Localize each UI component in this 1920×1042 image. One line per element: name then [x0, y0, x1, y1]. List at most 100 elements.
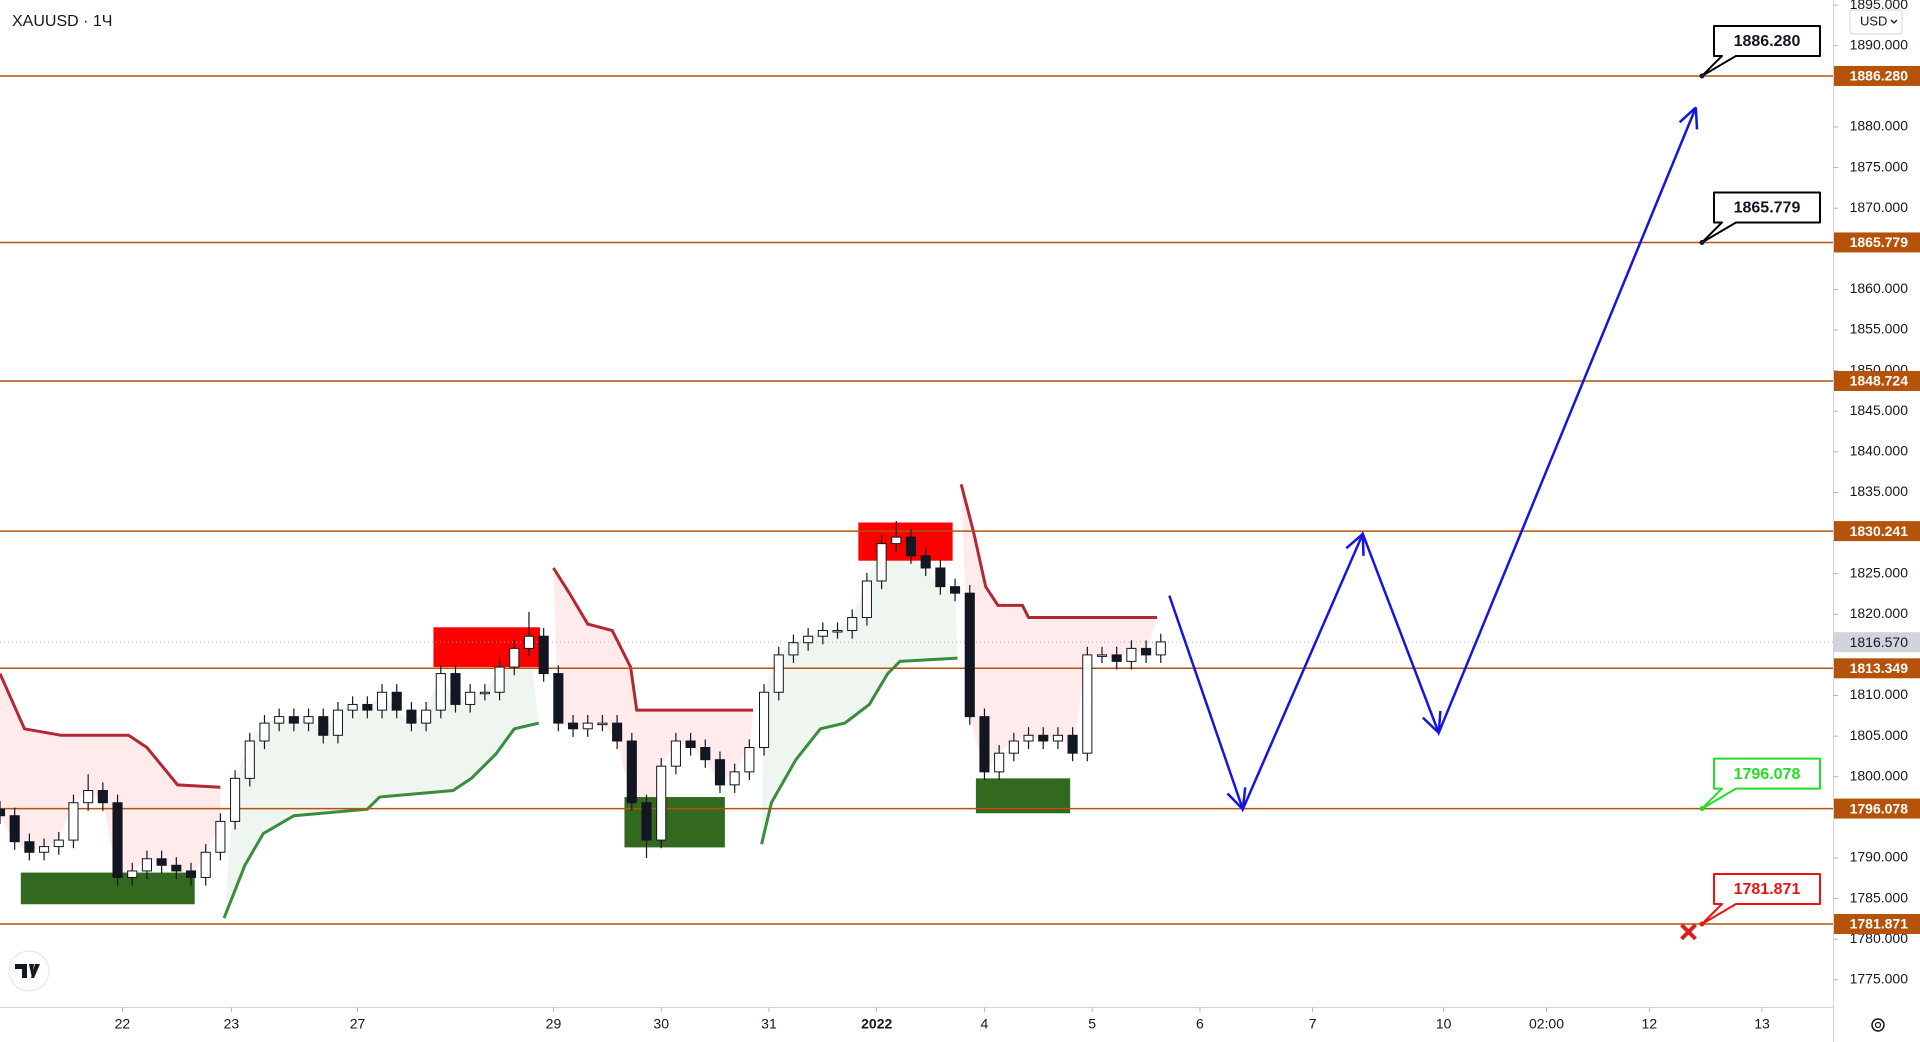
x-tick-label: 13 — [1754, 1016, 1770, 1032]
candle-body — [465, 691, 476, 705]
candle-body — [127, 870, 138, 878]
y-tick-label: 1840.000 — [1850, 443, 1909, 459]
callout-anchor — [1699, 806, 1705, 812]
candle-body — [861, 580, 872, 619]
candle-body — [112, 802, 123, 878]
candle-body — [156, 858, 167, 866]
x-tick-label: 2022 — [861, 1016, 892, 1032]
y-tick-label: 1820.000 — [1850, 605, 1909, 621]
candle-body — [670, 740, 681, 767]
candle-body — [1023, 734, 1034, 742]
level-badge — [1834, 370, 1920, 391]
candle-body — [964, 592, 975, 718]
level-label: 1830.241 — [1850, 523, 1909, 539]
y-tick-label: 1875.000 — [1850, 158, 1909, 174]
candle-body — [876, 543, 887, 582]
candle-body — [714, 759, 726, 786]
chart-title: XAUUSD · 1Ч — [12, 13, 112, 30]
candle-body — [597, 722, 608, 726]
level-badge — [1834, 65, 1920, 86]
last-price-badge — [1834, 632, 1920, 653]
candle-body — [1052, 734, 1063, 742]
candle-body — [97, 790, 108, 804]
y-tick-label: 1775.000 — [1850, 970, 1909, 986]
currency-button[interactable] — [1849, 9, 1903, 35]
y-tick-label: 1895.000 — [1850, 0, 1909, 12]
candle-body — [421, 709, 432, 724]
arrow-head — [1345, 532, 1365, 556]
x-tick-label: 29 — [546, 1016, 562, 1032]
candle-body — [905, 536, 917, 557]
level-label: 1848.724 — [1850, 373, 1909, 389]
candle-body — [950, 586, 961, 594]
candle-body — [729, 771, 740, 786]
level-badge — [1834, 232, 1920, 253]
callout-anchor — [1699, 239, 1705, 245]
candle-body — [685, 740, 696, 748]
y-tick-label: 1860.000 — [1850, 280, 1909, 296]
candle-body — [141, 858, 152, 872]
candle-body — [523, 635, 535, 649]
y-tick-label: 1825.000 — [1850, 564, 1909, 580]
x-tick-label: 5 — [1088, 1016, 1096, 1032]
candle-body — [744, 746, 755, 773]
candle-body — [215, 820, 226, 853]
candle-body — [538, 635, 549, 675]
candle-body — [1126, 647, 1137, 662]
candle-body — [288, 716, 299, 724]
y-tick-label: 1845.000 — [1850, 402, 1909, 418]
candle-body — [479, 691, 490, 695]
candle-body — [1155, 641, 1166, 656]
currency-label: USD — [1860, 13, 1887, 28]
x-tick-label: 27 — [350, 1016, 366, 1032]
candle-body — [53, 839, 64, 848]
callout-box — [1700, 24, 1821, 77]
candle-body — [244, 740, 255, 779]
candle-body — [994, 752, 1005, 773]
candle-body — [626, 740, 637, 804]
candle-body — [347, 703, 358, 711]
level-badge — [1834, 798, 1920, 819]
callout-label: 1781.871 — [1734, 881, 1801, 898]
candle-body — [318, 716, 329, 736]
candle-body — [803, 635, 814, 644]
x-tick-label: 22 — [115, 1016, 131, 1032]
callout-box — [1700, 757, 1821, 810]
candle-body — [759, 691, 770, 748]
level-label: 1813.349 — [1850, 660, 1909, 676]
candle-body — [24, 841, 35, 853]
candle-body — [582, 722, 593, 730]
candle-body — [83, 790, 94, 804]
settings-icon[interactable] — [1871, 1018, 1885, 1032]
candle-body — [1008, 740, 1019, 754]
candle-body — [1141, 647, 1152, 656]
x-tick-label: 02:00 — [1529, 1016, 1564, 1032]
candle-body — [1082, 654, 1093, 754]
candle-body — [1111, 654, 1122, 662]
candle-body — [847, 617, 858, 632]
candle-body — [773, 654, 784, 693]
candle-body — [391, 691, 402, 711]
y-tick-label: 1785.000 — [1850, 889, 1909, 905]
candle-body — [1038, 734, 1049, 742]
y-tick-label: 1855.000 — [1850, 321, 1909, 337]
candle-body — [700, 746, 711, 761]
candle-body — [230, 777, 241, 822]
candle-body — [494, 666, 505, 693]
candle-body — [362, 703, 373, 711]
zone — [433, 627, 540, 668]
candle-body — [259, 722, 270, 742]
y-tick-label: 1790.000 — [1850, 849, 1909, 865]
zone — [858, 522, 953, 561]
arrow-head — [1226, 787, 1247, 811]
candle-body — [171, 864, 182, 872]
level-label: 1886.280 — [1850, 68, 1909, 84]
candle-body — [1096, 654, 1108, 657]
callout-label: 1886.280 — [1734, 33, 1801, 50]
stop-marker — [1680, 923, 1697, 941]
tv-logo — [8, 950, 50, 992]
level-badge — [1834, 521, 1920, 542]
candle-body — [641, 802, 652, 841]
